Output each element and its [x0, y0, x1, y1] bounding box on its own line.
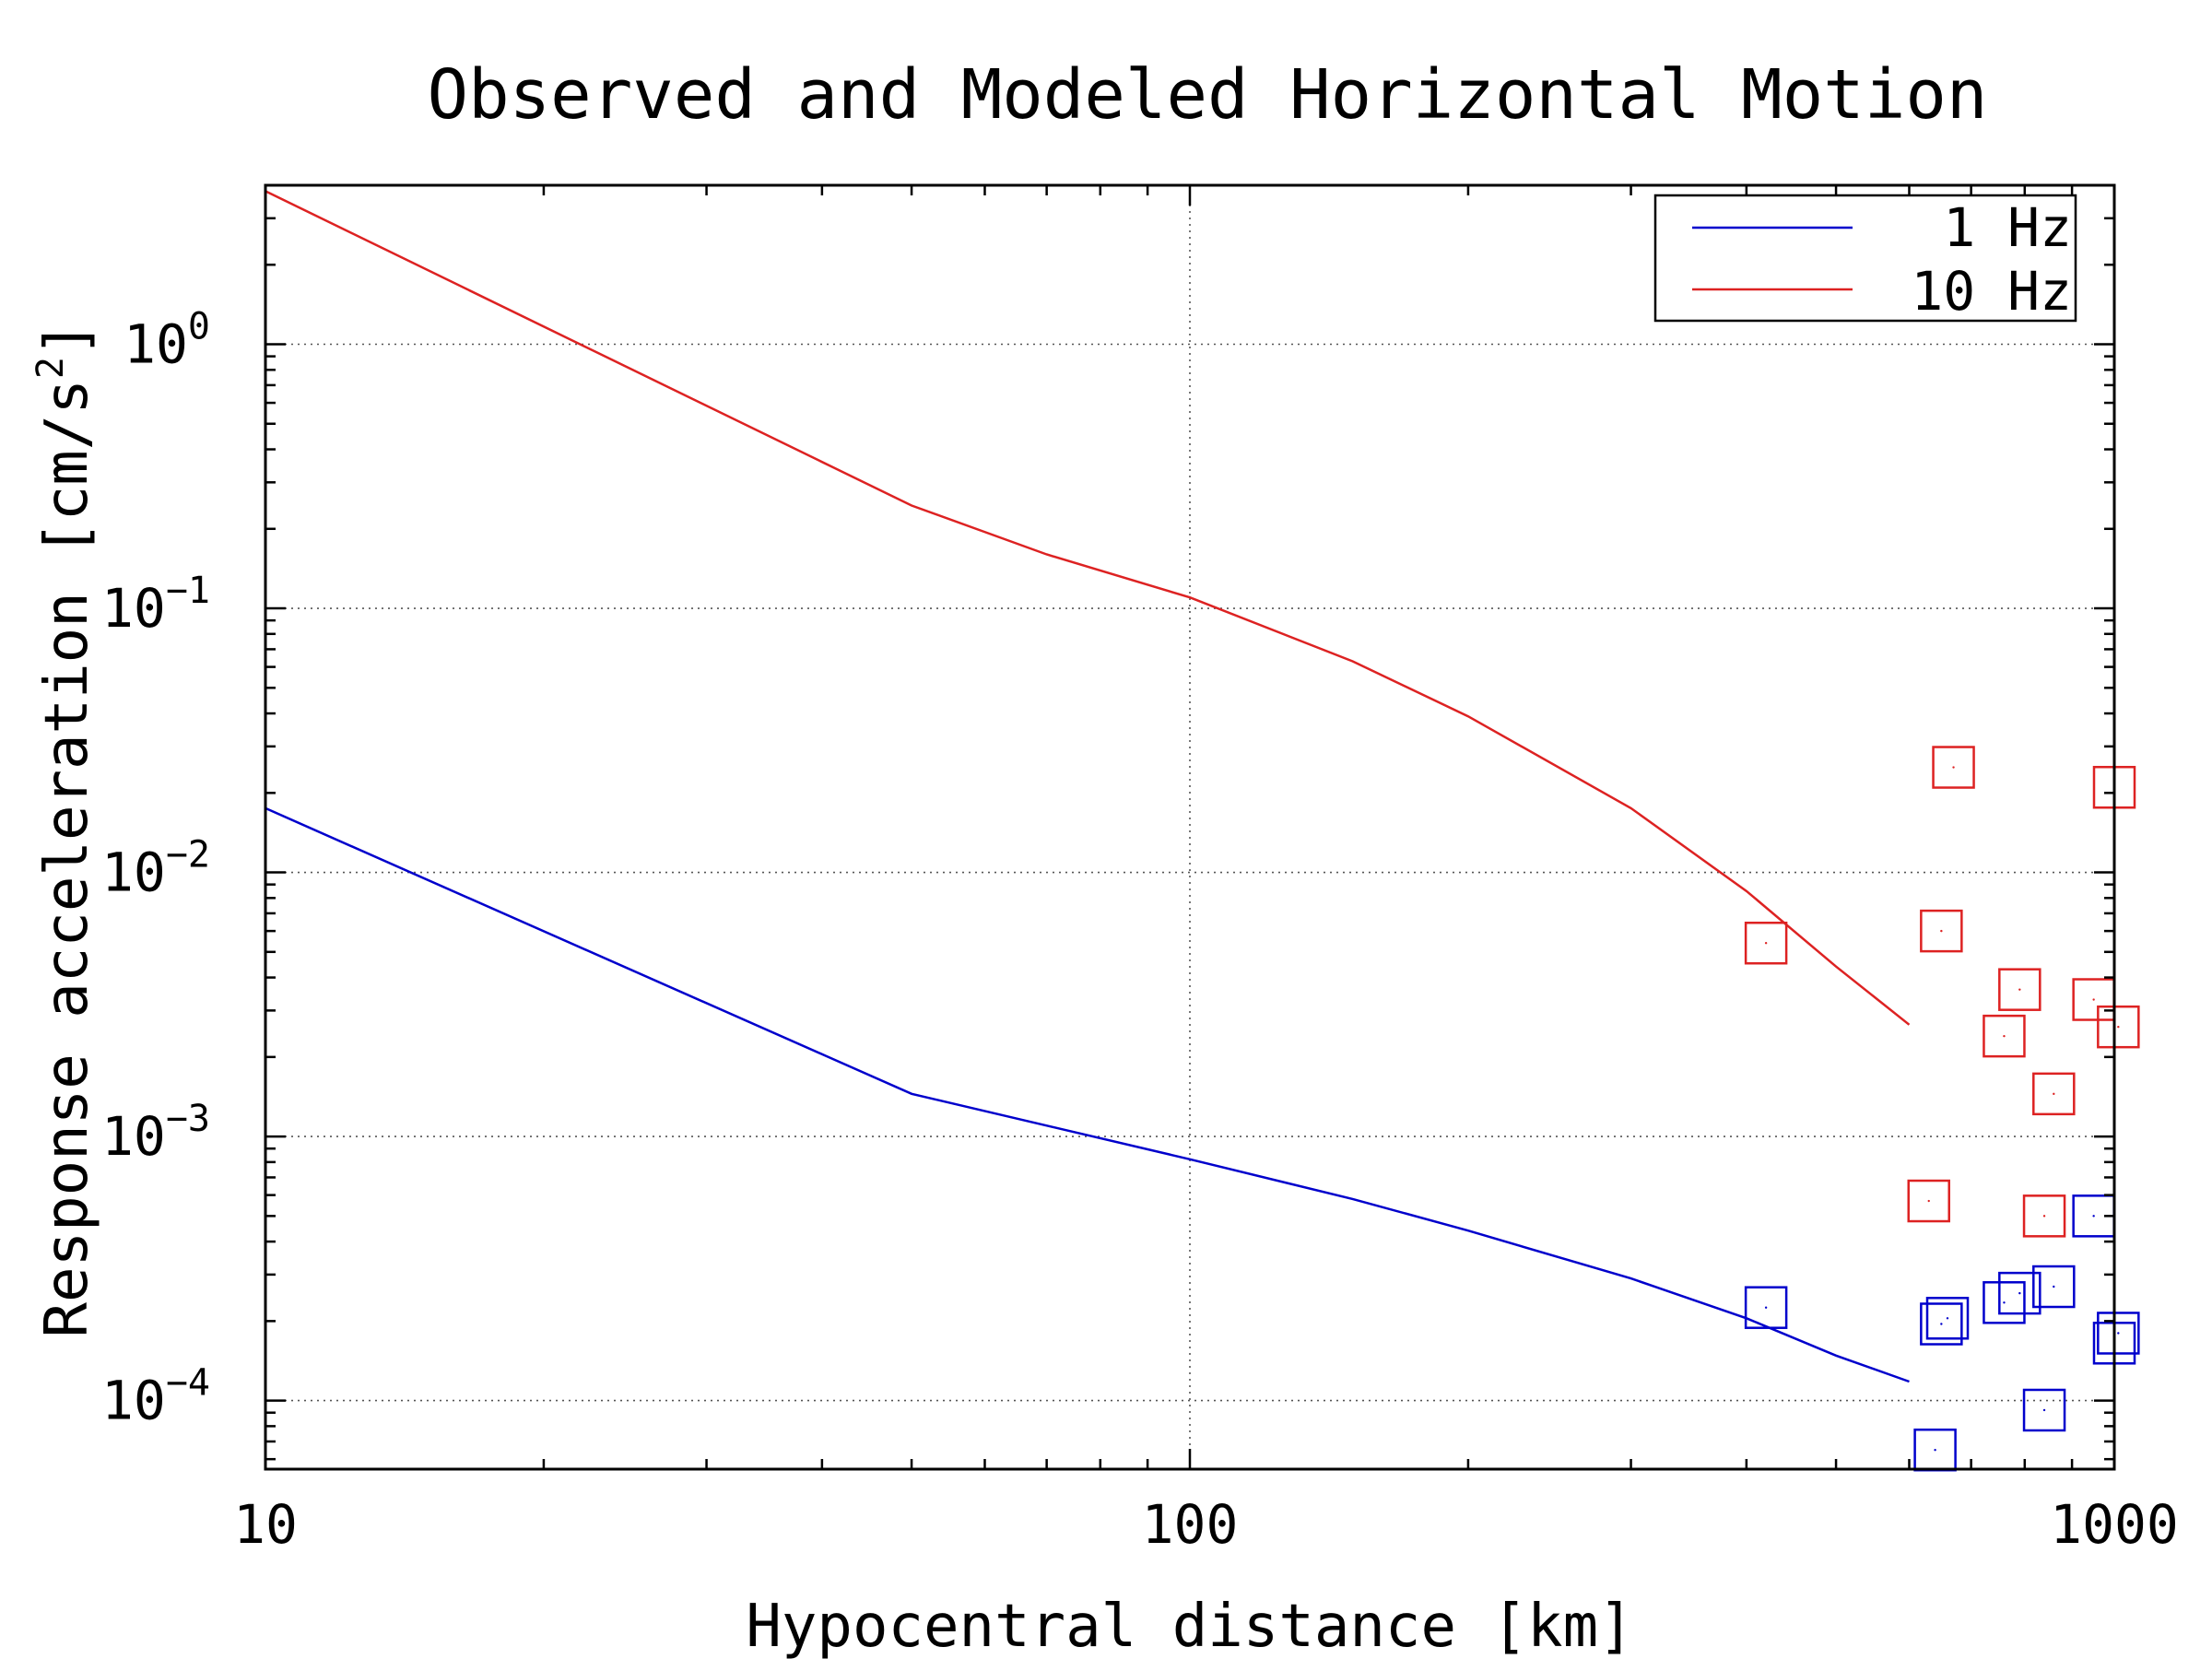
observed-markers — [1744, 746, 2140, 1472]
observed-point-center — [1764, 1306, 1768, 1309]
observed-point — [1744, 1286, 1788, 1329]
observed-point — [1983, 1281, 2026, 1324]
observed-point-center — [2117, 1025, 2120, 1029]
observed-point — [2022, 1194, 2066, 1238]
observed-point-center — [2092, 998, 2095, 1001]
series-lines — [265, 190, 1911, 1383]
observed-point-center — [2003, 1034, 2006, 1038]
x-tick-label: 100 — [1142, 1493, 1239, 1556]
observed-point — [2097, 1312, 2140, 1355]
observed-point-center — [1946, 1317, 1949, 1320]
observed-point — [2032, 1265, 2076, 1309]
y-tick-label: 10−3 — [101, 1098, 210, 1168]
grid — [265, 185, 2114, 1469]
observed-point — [1983, 1014, 2026, 1058]
observed-point — [1932, 746, 1975, 789]
legend: 1 Hz 10 Hz — [1653, 194, 2077, 323]
observed-point — [2097, 1005, 2140, 1049]
observed-point — [1744, 921, 1788, 965]
observed-point-center — [2117, 1332, 2120, 1335]
observed-point-center — [2018, 1291, 2021, 1295]
observed-point — [1907, 1179, 1950, 1223]
y-axis-label: Response acceleration [cm/s2] — [29, 322, 101, 1338]
legend-box — [1653, 194, 2077, 323]
observed-point-center — [1940, 1323, 1943, 1325]
observed-point — [1998, 968, 2041, 1011]
observed-point-center — [1934, 1449, 1936, 1452]
x-tick-label: 10 — [233, 1493, 298, 1556]
y-tick-label: 10−4 — [101, 1362, 210, 1432]
observed-point-center — [2042, 1408, 2046, 1412]
series-line-1hz — [265, 806, 1910, 1383]
y-axis-label-main: Response acceleration [cm/s — [33, 379, 101, 1337]
x-tick-label: 1000 — [2050, 1493, 2179, 1556]
observed-point — [1998, 1271, 2041, 1315]
observed-point-center — [2092, 1215, 2095, 1218]
observed-point-center — [2053, 1285, 2055, 1288]
legend-label-1hz: 1 Hz — [1943, 196, 2072, 259]
axis-ticks: 10 100 1000 100 10−1 10−2 10−3 10−4 — [101, 183, 2179, 1556]
x-axis-label: Hypocentral distance [km] — [746, 1593, 1633, 1659]
observed-point-center — [1764, 942, 1768, 945]
observed-point — [2022, 1388, 2066, 1432]
y-tick-label: 100 — [124, 306, 210, 376]
y-tick-label: 10−2 — [101, 834, 210, 904]
observed-point-center — [1927, 1199, 1930, 1203]
chart-title: Observed and Modeled Horizontal Motion — [428, 55, 1988, 135]
observed-point — [2032, 1072, 2076, 1116]
y-axis-label-end: ] — [33, 322, 101, 358]
observed-point-center — [1952, 766, 1955, 769]
legend-label-10hz: 10 Hz — [1911, 260, 2072, 323]
series-line-10hz — [265, 190, 1911, 1026]
observed-point — [1925, 1297, 1970, 1340]
y-axis-label-sup: 2 — [29, 357, 72, 379]
observed-point-center — [2042, 1215, 2046, 1218]
y-tick-label: 10−1 — [101, 570, 210, 640]
observed-point-center — [1940, 929, 1943, 933]
observed-point — [1920, 1302, 1963, 1346]
observed-point-center — [2003, 1301, 2006, 1304]
observed-point-center — [2053, 1092, 2055, 1096]
observed-point-center — [2018, 988, 2021, 991]
observed-point — [1920, 909, 1963, 953]
